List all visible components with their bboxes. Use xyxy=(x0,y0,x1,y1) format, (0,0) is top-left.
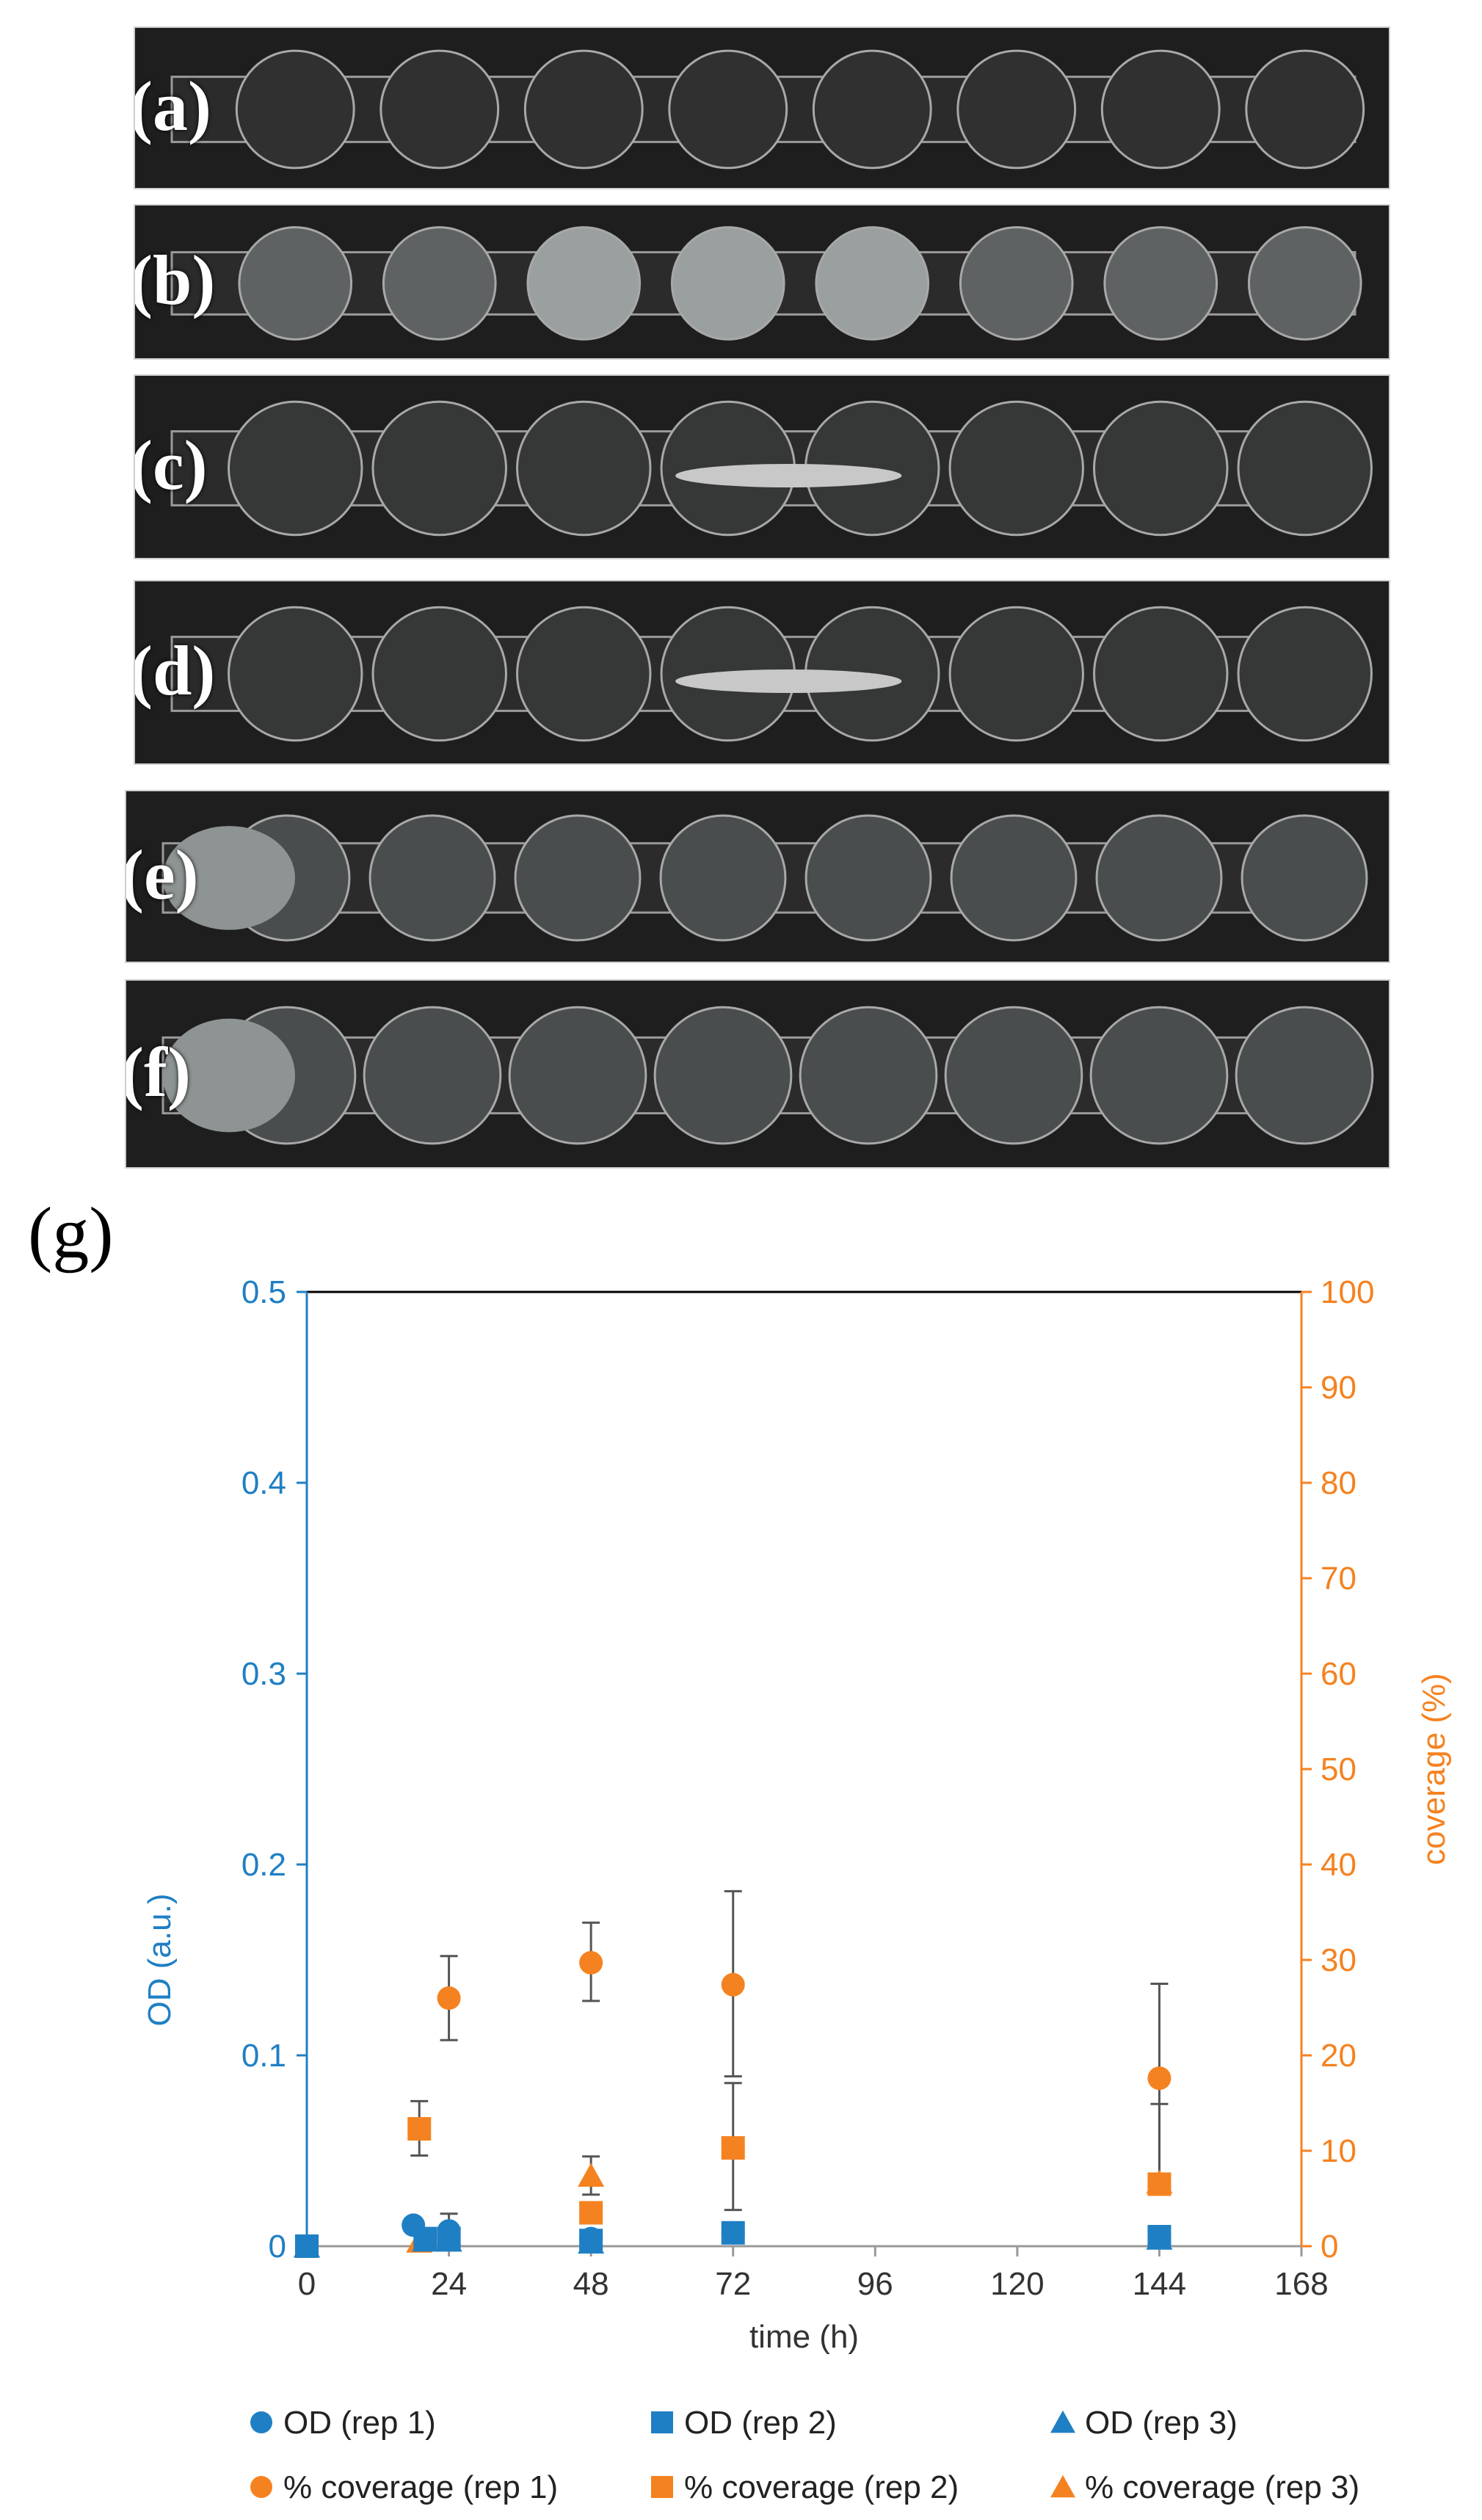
x-tick-label: 168 xyxy=(1274,2266,1328,2302)
legend-marker xyxy=(250,2476,272,2498)
microchannel-photo xyxy=(170,606,1373,742)
legend-label: % coverage (rep 2) xyxy=(684,2469,959,2505)
legend-label: % coverage (rep 3) xyxy=(1085,2469,1359,2505)
microchannel-photo xyxy=(170,49,1365,170)
coverage-od-chart: 0 24 48 72 96 120 144 16800.10.20.30.40.5010203… xyxy=(142,1274,1452,2505)
data-point xyxy=(294,2233,320,2258)
left-y-tick-label: 0.2 xyxy=(241,1847,286,1883)
panel-label: (a) xyxy=(134,67,211,145)
data-point xyxy=(1146,2169,1173,2194)
panel-label: (e) xyxy=(125,835,199,914)
right-y-tick-label: 10 xyxy=(1321,2133,1356,2169)
microchannel-photo xyxy=(161,1006,1374,1145)
right-y-axis-title: coverage (%) xyxy=(1416,1673,1452,1865)
legend-marker xyxy=(651,2411,673,2433)
right-y-tick-label: 100 xyxy=(1321,1274,1374,1310)
left-y-tick-label: 0.5 xyxy=(241,1274,286,1310)
data-point xyxy=(721,2221,745,2245)
chart-axes: 0 24 48 72 96 120 144 16800.10.20.30.40.5010203… xyxy=(142,1274,1452,2355)
right-y-tick-label: 40 xyxy=(1321,1847,1356,1883)
microchannel-photo xyxy=(170,226,1362,341)
data-point xyxy=(435,2228,462,2252)
data-point xyxy=(437,1986,461,2010)
photo-panel: (f) xyxy=(125,979,1390,1169)
photo-panel: (a) xyxy=(134,26,1390,189)
right-y-tick-label: 30 xyxy=(1321,1942,1356,1978)
x-tick-label: 72 xyxy=(715,2266,751,2302)
error-bars xyxy=(410,1889,1169,2241)
data-point xyxy=(579,2201,603,2225)
chart-legend: OD (rep 1) OD (rep 2) OD (rep 3) % coverage… xyxy=(250,2405,1359,2505)
microchannel-photo xyxy=(161,814,1368,942)
panel-label: (b) xyxy=(134,241,216,319)
legend-marker xyxy=(651,2476,673,2498)
panel-label: (c) xyxy=(134,426,208,504)
x-axis-title: time (h) xyxy=(749,2319,859,2355)
left-y-tick-label: 0.4 xyxy=(241,1465,286,1501)
legend-marker xyxy=(1050,2474,1075,2498)
left-y-tick-label: 0.1 xyxy=(241,2038,286,2074)
right-y-tick-label: 0 xyxy=(1321,2229,1338,2265)
left-y-axis-title: OD (a.u.) xyxy=(142,1894,178,2027)
photo-panel: (d) xyxy=(134,580,1390,765)
photo-panel: (c) xyxy=(134,374,1390,559)
photo-panel: (e) xyxy=(125,790,1390,963)
right-y-tick-label: 50 xyxy=(1321,1751,1356,1787)
left-y-tick-label: 0 xyxy=(269,2229,286,2265)
data-point xyxy=(721,2136,745,2160)
x-tick-label: 120 xyxy=(990,2266,1044,2302)
x-tick-label: 24 xyxy=(431,2266,467,2302)
legend-label: OD (rep 3) xyxy=(1085,2405,1238,2441)
right-y-tick-label: 70 xyxy=(1321,1561,1356,1597)
legend-label: OD (rep 2) xyxy=(684,2405,837,2441)
data-point xyxy=(1146,2226,1173,2250)
data-point xyxy=(412,2228,439,2252)
data-point xyxy=(407,2117,432,2141)
left-y-tick-label: 0.3 xyxy=(241,1656,286,1692)
data-point xyxy=(1147,2066,1172,2091)
data-point xyxy=(579,1950,603,1975)
legend-label: % coverage (rep 1) xyxy=(283,2469,558,2505)
legend-label: OD (rep 1) xyxy=(283,2405,436,2441)
right-y-tick-label: 90 xyxy=(1321,1370,1356,1406)
data-point xyxy=(578,2163,605,2187)
legend-marker xyxy=(250,2411,272,2433)
data-points xyxy=(294,1950,1173,2258)
x-tick-label: 144 xyxy=(1133,2266,1186,2302)
right-y-tick-label: 60 xyxy=(1321,1656,1356,1692)
x-tick-label: 48 xyxy=(573,2266,609,2302)
x-tick-label: 0 xyxy=(298,2266,316,2302)
microchannel-photo xyxy=(170,400,1373,537)
x-tick-label: 96 xyxy=(857,2266,893,2302)
photo-panel: (b) xyxy=(134,204,1390,360)
panel-label: (f) xyxy=(125,1033,191,1111)
figure-label-g: (g) xyxy=(28,1192,114,1274)
legend-marker xyxy=(1050,2410,1075,2433)
right-y-tick-label: 20 xyxy=(1321,2038,1356,2074)
panel-label: (d) xyxy=(134,631,216,710)
data-point xyxy=(721,1972,745,1997)
data-point xyxy=(578,2229,605,2254)
right-y-tick-label: 80 xyxy=(1321,1465,1356,1501)
